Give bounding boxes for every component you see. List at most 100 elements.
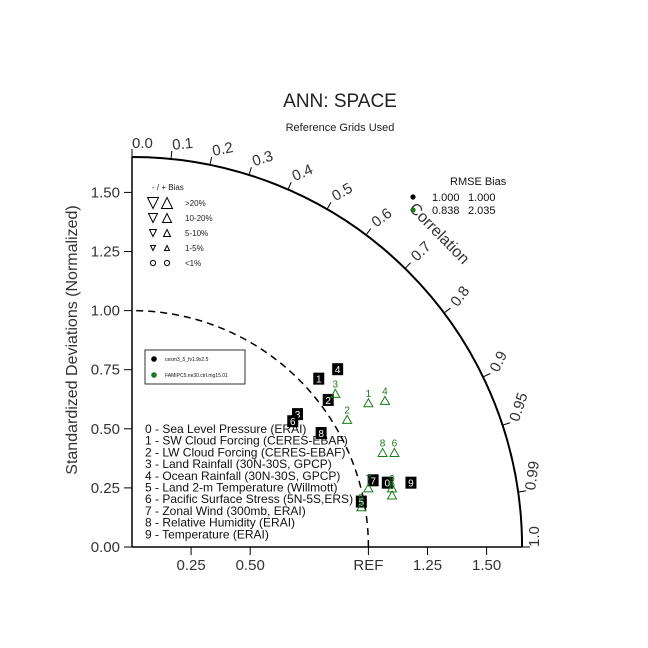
bias-small-circle — [149, 259, 157, 267]
corr-tick-mark — [365, 228, 372, 236]
variable-label: 9 - Temperature (ERAI) — [145, 527, 269, 541]
famip-point-label: 9 — [389, 474, 395, 485]
corr-tick-mark — [482, 373, 491, 378]
corr-tick-label: 0.4 — [290, 161, 316, 185]
bias-legend-label: 5-10% — [185, 229, 208, 238]
y-tick-label: 1.50 — [91, 184, 120, 201]
famip-point-marker — [377, 447, 388, 457]
corr-tick-mark — [404, 262, 411, 269]
cesm-point-label: 1 — [316, 375, 322, 386]
stats-rmse: 1.000 — [432, 192, 460, 204]
series-legend-dot — [151, 372, 157, 378]
stats-bias: 2.035 — [468, 205, 496, 217]
famip-point-label: 3 — [333, 379, 339, 390]
outer-arc — [131, 155, 524, 548]
y-axis-title: Standardized Deviations (Normalized) — [64, 205, 81, 474]
famip-point-marker — [379, 395, 391, 405]
corr-tick-mark — [326, 202, 332, 210]
famip-point-marker — [355, 501, 367, 512]
famip-point-marker — [386, 489, 398, 500]
bias-plus-triangle — [160, 196, 174, 209]
corr-tick-label: 0.1 — [171, 135, 193, 154]
corr-tick-label: 0.7 — [408, 238, 435, 265]
corr-tick-label: 0.6 — [368, 205, 395, 231]
stats-dot — [410, 194, 416, 200]
corr-tick-mark — [443, 307, 451, 314]
corr-tick-label: 1.0 — [526, 526, 543, 547]
cesm-point-marker — [322, 393, 334, 406]
stats-dot — [410, 207, 416, 213]
variable-list: 0 - Sea Level Pressure (ERAI)1 - SW Clou… — [145, 422, 353, 541]
bias-plus-triangle — [161, 212, 173, 223]
series-legend: cesm3_5_fv1.9x2.5 FAMIPC5.ne30.ctrl.mg15.… — [144, 349, 246, 385]
stats-rmse: 0.838 — [432, 205, 460, 217]
bias-small-circle — [163, 259, 171, 267]
corr-tick-label: 0.99 — [522, 460, 543, 491]
y-tick-label: 0.25 — [91, 480, 120, 497]
cesm-point-marker — [405, 476, 417, 489]
famip-point-label: 0 — [389, 481, 395, 492]
corr-tick-mark — [248, 167, 252, 176]
data-points: 01234567890123456789 — [287, 363, 417, 512]
famip-point-label: 1 — [366, 389, 372, 400]
famip-point-label: 6 — [392, 438, 398, 449]
cesm-point-label: 6 — [290, 417, 296, 428]
variable-label: 0 - Sea Level Pressure (ERAI) — [145, 422, 306, 436]
cesm-point-label: 2 — [325, 396, 331, 407]
bias-plus-triangle — [163, 244, 171, 251]
corr-tick-mark — [209, 156, 213, 165]
cesm-point-label: 9 — [408, 479, 414, 490]
x-tick-label: 0.25 — [176, 557, 205, 574]
cesm-point-label: 7 — [370, 476, 376, 487]
cesm-point-marker — [315, 427, 327, 440]
famip-point-label: 2 — [344, 405, 350, 416]
corr-tick-label: 0.95 — [506, 391, 531, 424]
cesm-point-label: 0 — [385, 479, 391, 490]
stats-header: RMSE Bias — [450, 176, 507, 188]
stats-bias: 1.000 — [468, 192, 496, 204]
variable-label: 6 - Pacific Surface Stress (5N-5S,ERS) — [145, 492, 353, 506]
x-tick-label: REF — [353, 557, 383, 574]
corr-tick-label: 0.3 — [250, 148, 275, 170]
bias-minus-triangle — [146, 197, 160, 210]
x-tick-label: 1.25 — [413, 557, 442, 574]
corr-tick-mark — [518, 490, 527, 493]
corr-tick-label: 0.2 — [211, 139, 235, 160]
y-tick-label: 1.25 — [91, 244, 120, 261]
variable-label: 4 - Ocean Rainfall (30N-30S, GPCP) — [145, 469, 340, 483]
famip-point-label: 8 — [380, 438, 386, 449]
y-tick-label: 1.00 — [91, 303, 120, 320]
famip-point-marker — [341, 414, 353, 424]
variable-label: 2 - LW Cloud Forcing (CERES-EBAF) — [145, 445, 346, 459]
cesm-point-marker — [367, 474, 379, 487]
y-tick-label: 0.50 — [91, 421, 120, 438]
bias-plus-triangle — [162, 228, 172, 237]
cesm-point-marker — [291, 408, 303, 421]
variable-label: 5 - Land 2-m Temperature (Willmott) — [145, 481, 338, 495]
bias-legend-header: - / + Bias — [152, 183, 184, 192]
cesm-point-label: 8 — [318, 429, 324, 440]
famip-point-label: 7 — [366, 474, 372, 485]
chart-subtitle: Reference Grids Used — [286, 122, 395, 134]
x-tick-label: 0.50 — [236, 557, 265, 574]
famip-point-marker — [386, 482, 398, 493]
cesm-point-label: 4 — [335, 365, 341, 376]
famip-point-label: 5 — [359, 493, 365, 504]
variable-label: 1 - SW Cloud Forcing (CERES-EBAF) — [145, 434, 348, 448]
cesm-point-marker — [287, 415, 299, 428]
famip-point-marker — [329, 388, 341, 398]
axes: 0.25 0.50 REF 1.25 1.500.000.250.500.751.001… — [64, 155, 524, 574]
variable-label: 8 - Relative Humidity (ERAI) — [145, 516, 295, 530]
corr-tick-label: 0.5 — [329, 180, 356, 205]
bias-legend-label: <1% — [185, 259, 201, 268]
series-legend-label: FAMIPC5.ne30.ctrl.mg15.01 — [165, 373, 228, 379]
famip-point-marker — [363, 482, 374, 493]
series-legend-box — [144, 349, 246, 385]
famip-point-label: 4 — [382, 386, 388, 397]
reference-arc — [131, 309, 370, 548]
bias-minus-triangle — [148, 229, 158, 238]
y-tick-label: 0.75 — [91, 362, 120, 379]
variable-label: 7 - Zonal Wind (300mb, ERAI) — [145, 504, 306, 518]
chart-title: ANN: SPACE — [283, 91, 397, 112]
